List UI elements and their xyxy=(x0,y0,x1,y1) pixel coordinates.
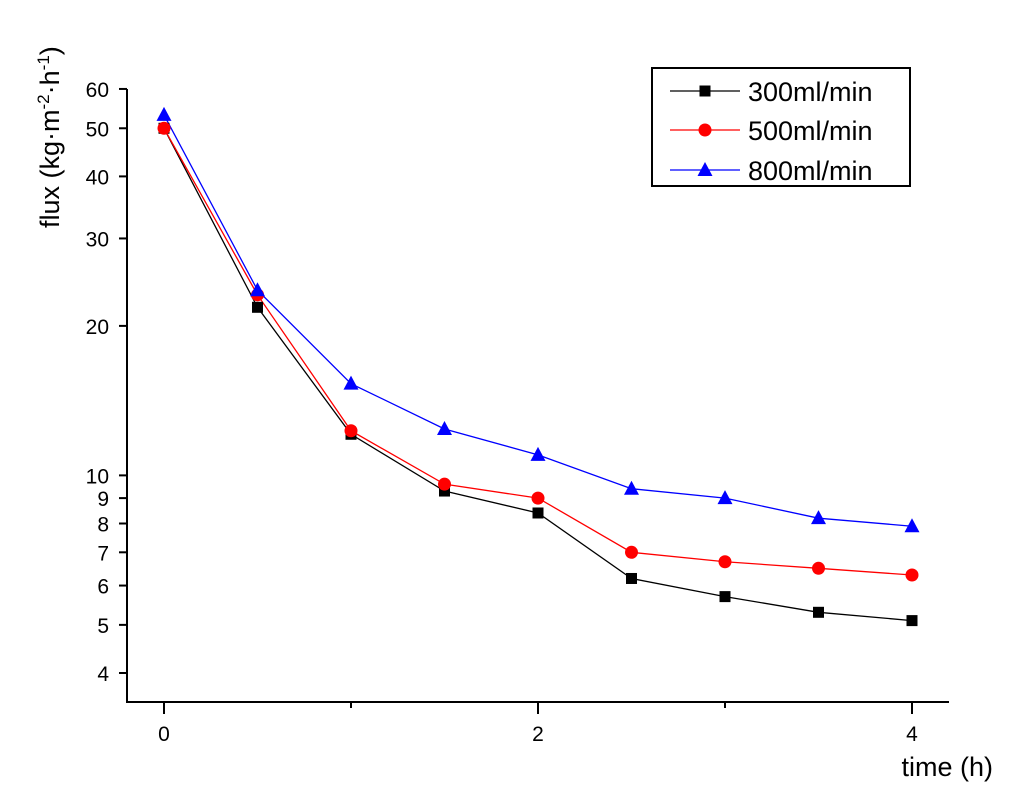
x-tick-label: 0 xyxy=(158,723,170,746)
data-point-800ml-min xyxy=(717,490,733,505)
data-point-500ml-min xyxy=(157,121,171,135)
legend-label: 800ml/min xyxy=(748,156,873,186)
y-tick-label: 5 xyxy=(97,615,109,638)
y-axis-title-sup1: -2 xyxy=(34,94,53,109)
y-tick-label: 6 xyxy=(97,576,109,599)
data-point-800ml-min xyxy=(343,375,359,390)
data-point-300ml-min xyxy=(626,572,637,584)
data-point-800ml-min xyxy=(156,106,172,121)
y-axis-ticks: 4 5 6 7 8 910 20 30 40 50 60 xyxy=(86,79,127,686)
data-point-300ml-min xyxy=(813,606,824,618)
legend-box xyxy=(651,67,911,187)
data-point-500ml-min xyxy=(344,424,358,438)
legend: 300ml/min 500ml/min 800ml/min xyxy=(651,67,911,187)
data-point-800ml-min xyxy=(624,480,639,495)
y-tick-label: 4 xyxy=(97,663,109,686)
series-markers xyxy=(156,106,920,627)
legend-label: 300ml/min xyxy=(748,77,873,107)
legend-marker-triangle-icon xyxy=(697,162,713,176)
data-point-300ml-min xyxy=(439,485,450,497)
legend-item-500ml-min: 500ml/min xyxy=(670,116,873,146)
y-tick-label: 50 xyxy=(86,118,109,141)
y-tick-label: 10 xyxy=(86,465,109,488)
y-tick-label: 60 xyxy=(86,79,109,102)
data-point-800ml-min xyxy=(250,282,265,297)
legend-items: 300ml/min 500ml/min 800ml/min xyxy=(670,77,873,186)
data-point-800ml-min xyxy=(437,420,452,435)
legend-marker-square-icon xyxy=(699,85,711,97)
y-axis-title-end: ) xyxy=(35,46,65,55)
data-point-800ml-min xyxy=(530,446,546,461)
data-point-300ml-min xyxy=(252,301,263,313)
data-point-300ml-min xyxy=(719,591,731,603)
data-point-500ml-min xyxy=(438,477,451,491)
legend-item-800ml-min: 800ml/min xyxy=(670,156,873,186)
data-point-500ml-min xyxy=(718,555,732,569)
y-tick-label: 20 xyxy=(86,316,109,339)
data-point-800ml-min xyxy=(904,518,920,533)
y-axis-title-main: flux (kg·m xyxy=(35,109,65,228)
y-tick-label: 30 xyxy=(86,228,109,251)
series-line-300ml-min xyxy=(163,127,913,622)
x-axis-ticks: 0 2 4 xyxy=(158,702,918,746)
data-point-300ml-min xyxy=(906,615,918,627)
y-axis-title-mid: ·h xyxy=(35,70,65,94)
x-tick-label: 4 xyxy=(906,723,918,746)
x-tick-label: 2 xyxy=(532,723,544,746)
x-axis-title: time (h) xyxy=(901,752,993,782)
data-point-800ml-min xyxy=(811,510,826,525)
data-point-500ml-min xyxy=(812,561,825,575)
data-point-300ml-min xyxy=(532,507,544,519)
legend-marker-circle-icon xyxy=(698,123,712,137)
data-point-500ml-min xyxy=(905,568,919,582)
y-tick-label: 40 xyxy=(86,166,109,189)
legend-label: 500ml/min xyxy=(748,116,873,146)
y-tick-label: 9 xyxy=(97,488,109,511)
series-lines xyxy=(163,114,913,622)
y-axis-title: flux (kg·m-2·h-1) xyxy=(34,46,65,228)
y-tick-label: 7 xyxy=(97,542,109,565)
y-axis-title-sup2: -1 xyxy=(34,55,53,70)
data-point-500ml-min xyxy=(531,491,545,505)
legend-item-300ml-min: 300ml/min xyxy=(670,77,873,107)
y-tick-label: 8 xyxy=(97,514,109,537)
data-point-500ml-min xyxy=(625,545,638,559)
